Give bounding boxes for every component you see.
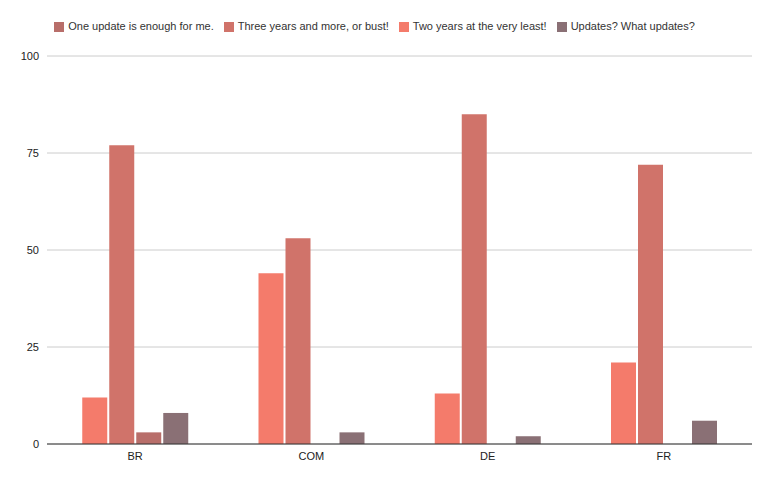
- svg-text:50: 50: [27, 244, 39, 256]
- svg-text:FR: FR: [657, 450, 672, 462]
- svg-text:BR: BR: [127, 450, 142, 462]
- html-text:One update is enough for me.: One update is enough for me.: [68, 20, 214, 32]
- html-text:Two years at the very least!: Two years at the very least!: [412, 20, 547, 32]
- svg-text:100: 100: [21, 50, 39, 62]
- html-text:Updates? What updates?: Updates? What updates?: [570, 20, 695, 32]
- svg-text:75: 75: [27, 147, 39, 159]
- svg-text:DE: DE: [480, 450, 495, 462]
- html-text:Three years and more, or bust!: Three years and more, or bust!: [237, 20, 389, 32]
- svg-text:0: 0: [33, 438, 39, 450]
- svg-text:COM: COM: [299, 450, 325, 462]
- svg-text:25: 25: [27, 341, 39, 353]
